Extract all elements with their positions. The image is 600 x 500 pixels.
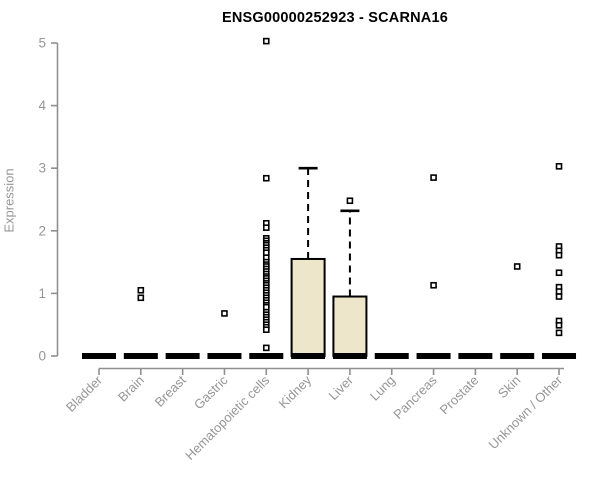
y-tick-label: 1 — [38, 286, 46, 301]
x-tick-label: Pancreas — [390, 372, 440, 422]
x-tick-label: Lung — [367, 373, 398, 404]
outlier-unknown-other — [555, 251, 563, 259]
median-lung — [374, 353, 409, 359]
x-tick-label: Brain — [115, 373, 147, 405]
median-brain — [123, 353, 158, 359]
median-breast — [165, 353, 200, 359]
outlier-hematopoietic-cells — [262, 344, 270, 352]
outlier-hematopoietic-cells — [262, 37, 270, 45]
x-tick-label: Gastric — [191, 372, 231, 412]
outlier-unknown-other — [555, 322, 563, 329]
y-tick-label: 4 — [38, 98, 46, 113]
outlier-brain — [137, 286, 145, 294]
y-tick-label: 2 — [38, 223, 46, 238]
x-tick-label: Bladder — [63, 372, 106, 415]
y-tick-label: 0 — [38, 349, 46, 364]
box-liver — [332, 295, 368, 357]
x-tick-label: Skin — [495, 373, 523, 401]
outlier-unknown-other — [555, 163, 563, 170]
outlier-pancreas — [430, 174, 437, 181]
outlier-brain — [137, 294, 145, 302]
outlier-unknown-other — [555, 329, 563, 337]
x-tick-label: Kidney — [276, 372, 315, 411]
median-kidney — [291, 353, 326, 359]
median-hematopoietic-cells — [249, 353, 284, 359]
median-liver — [332, 353, 367, 359]
y-tick-label: 3 — [38, 161, 46, 176]
outlier-hematopoietic-cells — [262, 174, 270, 182]
x-tick-label: Breast — [152, 372, 189, 409]
outlier-skin — [513, 263, 521, 270]
median-bladder — [82, 353, 116, 359]
x-tick-label: Liver — [326, 372, 357, 403]
median-skin — [500, 353, 535, 359]
outlier-pancreas — [430, 281, 437, 289]
outlier-unknown-other — [555, 269, 563, 277]
median-unknown-other — [542, 353, 577, 359]
x-tick-label: Unknown / Other — [486, 372, 566, 452]
x-tick-label: Prostate — [437, 373, 482, 418]
box-kidney — [290, 257, 326, 357]
median-gastric — [207, 353, 242, 359]
chart-title: ENSG00000252923 - SCARNA16 — [221, 10, 449, 26]
outlier-hematopoietic-cells — [262, 224, 270, 231]
y-tick-label: 5 — [38, 36, 46, 51]
outlier-liver — [346, 197, 354, 205]
median-pancreas — [416, 353, 451, 359]
median-prostate — [458, 353, 493, 359]
outlier-hematopoietic-cells — [262, 326, 270, 334]
outlier-gastric — [221, 310, 228, 317]
outlier-unknown-other — [555, 293, 563, 300]
